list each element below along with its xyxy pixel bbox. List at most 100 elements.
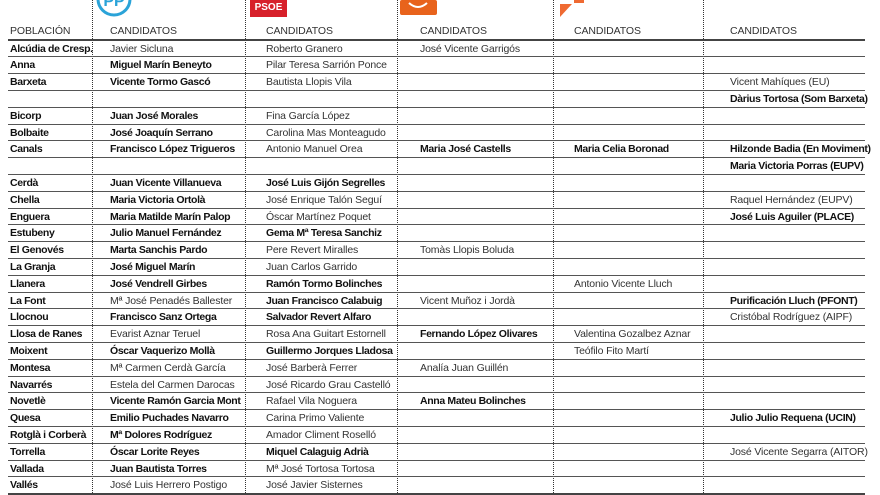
candidate-cell: Maria José Castells [420, 143, 511, 156]
candidate-cell: Anna Mateu Bolinches [420, 395, 526, 408]
row-divider [8, 341, 865, 343]
candidate-cell: Tomàs Llopis Boluda [420, 244, 515, 257]
row-divider [8, 224, 865, 226]
candidate-cell: Julio Julio Requena (UCIN) [730, 412, 856, 425]
town-cell: Torrella [10, 445, 45, 458]
town-cell: La Font [10, 294, 46, 307]
psoe-logo: PSOE [250, 0, 287, 17]
row-divider [8, 106, 865, 108]
row-divider [8, 476, 865, 478]
row-divider [8, 140, 865, 142]
candidate-cell: Teófilo Fito Martí [574, 344, 649, 357]
header-candidatos: CANDIDATOS [266, 25, 333, 37]
row-divider [8, 173, 865, 175]
row-divider [8, 89, 865, 91]
candidate-cell: Raquel Hernández (EUPV) [730, 193, 853, 206]
candidate-cell: José Javier Sisternes [266, 479, 363, 492]
row-divider [8, 241, 865, 243]
town-cell: Enguera [10, 210, 50, 223]
candidate-cell: Purificación Lluch (PFONT) [730, 294, 858, 307]
candidate-cell: Evarist Aznar Teruel [110, 328, 201, 341]
candidate-cell: Javier Sicluna [110, 42, 174, 55]
candidate-cell: Francisco Sanz Ortega [110, 311, 217, 324]
candidate-cell: Maria Victoria Ortolà [110, 193, 206, 206]
town-cell: Alcúdia de Cresp. [10, 42, 93, 55]
row-divider [8, 392, 865, 394]
candidate-cell: Mª Carmen Cerdà García [110, 361, 226, 374]
candidate-cell: José Vicente Segarra (AITOR) [730, 445, 868, 458]
header-poblacion: POBLACIÓN [10, 25, 71, 37]
candidate-cell: Guillermo Jorques Lladosa [266, 344, 393, 357]
header-candidatos: CANDIDATOS [730, 25, 797, 37]
row-divider [8, 409, 865, 411]
town-cell: Anna [10, 59, 35, 72]
town-cell: Bolbaite [10, 126, 49, 139]
candidate-cell: Antonio Manuel Orea [266, 143, 363, 156]
header-candidatos: CANDIDATOS [574, 25, 641, 37]
candidate-cell: Bautista Llopis Vila [266, 76, 352, 89]
candidate-cell: Óscar Vaquerizo Mollà [110, 344, 215, 357]
town-cell: Llanera [10, 277, 45, 290]
town-cell: La Granja [10, 260, 56, 273]
candidate-cell: Juan Francisco Calabuig [266, 294, 383, 307]
candidate-cell: Maria Victoria Porras (EUPV) [730, 160, 864, 173]
row-divider [8, 39, 865, 41]
row-divider [8, 207, 865, 209]
candidate-cell: Pere Revert Miralles [266, 244, 359, 257]
town-cell: Navarrés [10, 378, 53, 391]
town-cell: Novetlè [10, 395, 46, 408]
row-divider [8, 257, 865, 259]
town-cell: El Genovés [10, 244, 64, 257]
candidate-cell: Vicent Muñoz i Jordà [420, 294, 515, 307]
candidate-cell: Hilzonde Badia (En Moviment) [730, 143, 871, 156]
column-divider [92, 0, 93, 495]
pp-logo: PP [96, 0, 132, 17]
candidate-cell: Emilio Puchades Navarro [110, 412, 229, 425]
column-divider [245, 0, 246, 495]
candidate-cell: Óscar Martínez Poquet [266, 210, 371, 223]
candidate-cell: Miquel Calaguig Adrià [266, 445, 369, 458]
town-cell: Canals [10, 143, 43, 156]
row-divider [8, 459, 865, 461]
candidate-cell: Salvador Revert Alfaro [266, 311, 372, 324]
town-cell: Barxeta [10, 76, 47, 89]
candidate-cell: Vicent Mahíques (EU) [730, 76, 830, 89]
town-cell: Chella [10, 193, 40, 206]
candidate-cell: Roberto Granero [266, 42, 343, 55]
candidate-cell: Óscar Lorite Reyes [110, 445, 200, 458]
header-candidatos: CANDIDATOS [110, 25, 177, 37]
row-divider [8, 274, 865, 276]
candidate-cell: José Joaquín Serrano [110, 126, 213, 139]
candidate-cell: Carolina Mas Monteagudo [266, 126, 386, 139]
row-divider [8, 190, 865, 192]
column-divider [703, 0, 704, 495]
candidate-cell: Juan Vicente Villanueva [110, 176, 222, 189]
town-cell: Quesa [10, 412, 41, 425]
candidate-cell: Mª Dolores Rodríguez [110, 428, 212, 441]
candidate-cell: Analía Juan Guillén [420, 361, 509, 374]
candidate-cell: Cristóbal Rodríguez (AIPF) [730, 311, 853, 324]
row-divider [8, 308, 865, 310]
candidate-cell: José Vendrell Girbes [110, 277, 207, 290]
candidate-cell: Ramón Tormo Bolinches [266, 277, 383, 290]
candidate-cell: Rosa Ana Guitart Estornell [266, 328, 386, 341]
candidate-cell: Fina García López [266, 109, 350, 122]
candidate-cell: José Ricardo Grau Castelló [266, 378, 391, 391]
candidate-cell: Gema Mª Teresa Sanchiz [266, 227, 382, 240]
candidate-cell: Estela del Carmen Darocas [110, 378, 235, 391]
candidate-cell: José Luis Aguiler (PLACE) [730, 210, 854, 223]
compromis-logo [560, 0, 584, 17]
candidate-cell: Mª José Penadés Ballester [110, 294, 233, 307]
candidate-cell: José Barberà Ferrer [266, 361, 358, 374]
town-cell: Estubeny [10, 227, 55, 240]
candidate-cell: Julio Manuel Fernández [110, 227, 222, 240]
candidate-cell: José Vicente Garrigós [420, 42, 520, 55]
row-divider [8, 442, 865, 444]
column-divider [397, 0, 398, 495]
candidate-cell: Fernando López Olivares [420, 328, 538, 341]
row-divider [8, 425, 865, 427]
row-divider [8, 123, 865, 125]
candidate-cell: Mª José Tortosa Tortosa [266, 462, 375, 475]
row-divider [8, 73, 865, 75]
cs-logo [400, 0, 437, 15]
